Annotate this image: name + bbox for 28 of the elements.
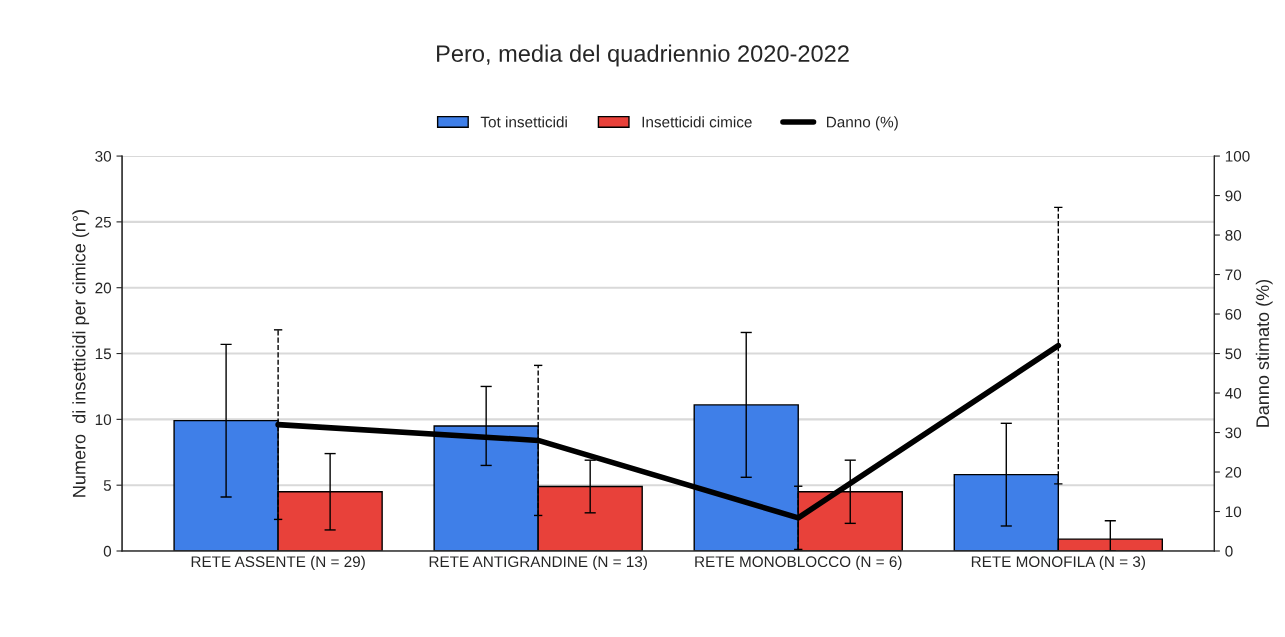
y2-tick-label: 90 <box>1225 190 1242 202</box>
y2-tick-label: 20 <box>1225 466 1242 478</box>
legend-label: Insetticidi cimice <box>642 116 752 128</box>
chart-title: Pero, media del quadriennio 2020-2022 <box>437 44 849 67</box>
y-tick-label: 20 <box>95 282 112 294</box>
x-tick-label: RETE MONOBLOCCO (N = 6) <box>695 555 902 571</box>
y2-tick-label: 10 <box>1225 506 1242 518</box>
y2-tick-label: 100 <box>1225 150 1250 162</box>
x-tick-label: RETE ANTIGRANDINE (N = 13) <box>429 555 647 571</box>
y-tick-label: 25 <box>95 216 112 228</box>
y2-tick-label: 50 <box>1225 348 1242 360</box>
legend-label: Danno (%) <box>827 116 898 131</box>
y-tick-label: 15 <box>95 348 112 360</box>
y-axis-title: Numero di insetticidi per cimice (n°) <box>72 210 90 497</box>
y2-tick-label: 60 <box>1225 308 1242 320</box>
y2-tick-label: 70 <box>1225 269 1242 281</box>
y2-axis-title: Danno stimato (%) <box>1255 279 1273 427</box>
legend-label: Tot insetticidi <box>480 116 567 128</box>
x-tick-label: RETE MONOFILA (N = 3) <box>971 555 1145 571</box>
x-tick-label: RETE ASSENTE (N = 29) <box>191 555 365 571</box>
y-tick-label: 30 <box>95 150 112 162</box>
y-tick-label: 0 <box>103 545 112 557</box>
y-tick-label: 5 <box>103 480 112 491</box>
y-tick-label: 10 <box>95 414 112 426</box>
y2-tick-label: 80 <box>1225 229 1242 241</box>
y2-tick-label: 0 <box>1225 545 1233 557</box>
y2-tick-label: 30 <box>1225 427 1242 439</box>
y2-tick-label: 40 <box>1225 387 1242 399</box>
